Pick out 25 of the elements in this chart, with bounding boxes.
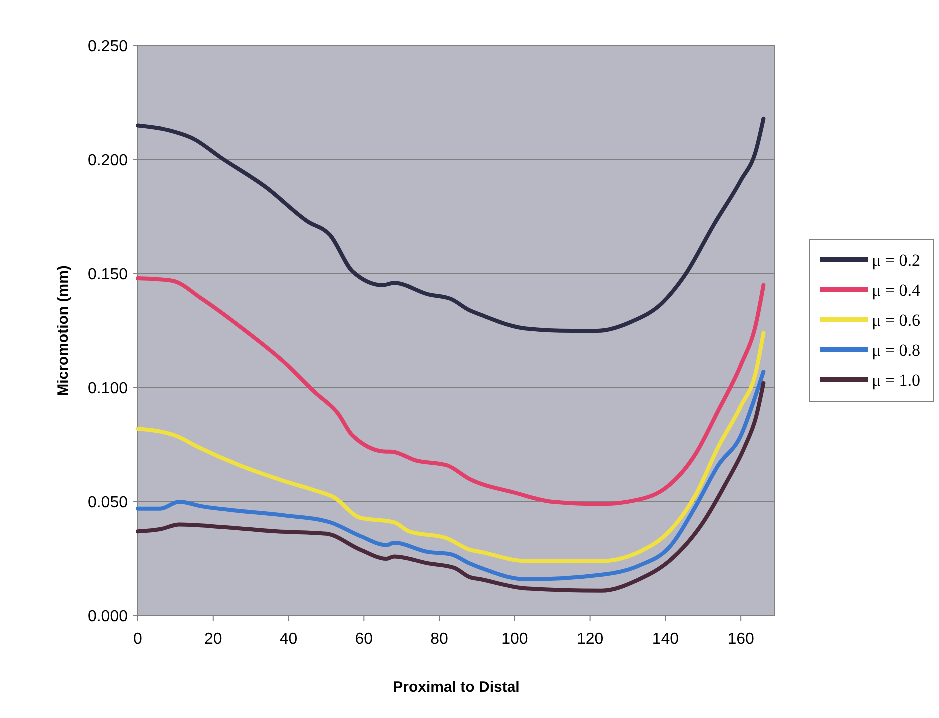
legend-label: μ = 1.0 <box>872 370 920 390</box>
x-tick-label: 20 <box>204 631 222 648</box>
x-tick-label: 100 <box>502 631 528 648</box>
y-tick-label: 0.100 <box>88 380 128 398</box>
y-tick-label: 0.150 <box>88 266 128 284</box>
y-axis-title: Micromotion (mm) <box>55 266 72 396</box>
legend-label: μ = 0.8 <box>872 340 920 360</box>
x-tick-label: 40 <box>280 631 298 648</box>
x-tick-label: 120 <box>576 631 604 648</box>
y-tick-label: 0.050 <box>88 494 128 512</box>
x-tick-label: 0 <box>134 631 143 648</box>
x-tick-label: 160 <box>728 631 755 648</box>
legend-label: μ = 0.4 <box>872 280 921 300</box>
y-tick-label: 0.200 <box>88 152 128 170</box>
line-series <box>136 276 766 506</box>
x-tick-label: 60 <box>355 631 374 648</box>
line-series <box>136 331 766 564</box>
x-tick-label: 140 <box>652 631 680 648</box>
y-tick-label: 0.250 <box>88 38 128 56</box>
y-tick-label: 0.000 <box>88 608 128 626</box>
legend-label: μ = 0.6 <box>872 310 920 330</box>
x-axis-title: Proximal to Distal <box>393 679 520 696</box>
x-tick-label: 80 <box>430 631 449 648</box>
line-series <box>136 116 766 333</box>
legend-label: μ = 0.2 <box>872 250 920 270</box>
